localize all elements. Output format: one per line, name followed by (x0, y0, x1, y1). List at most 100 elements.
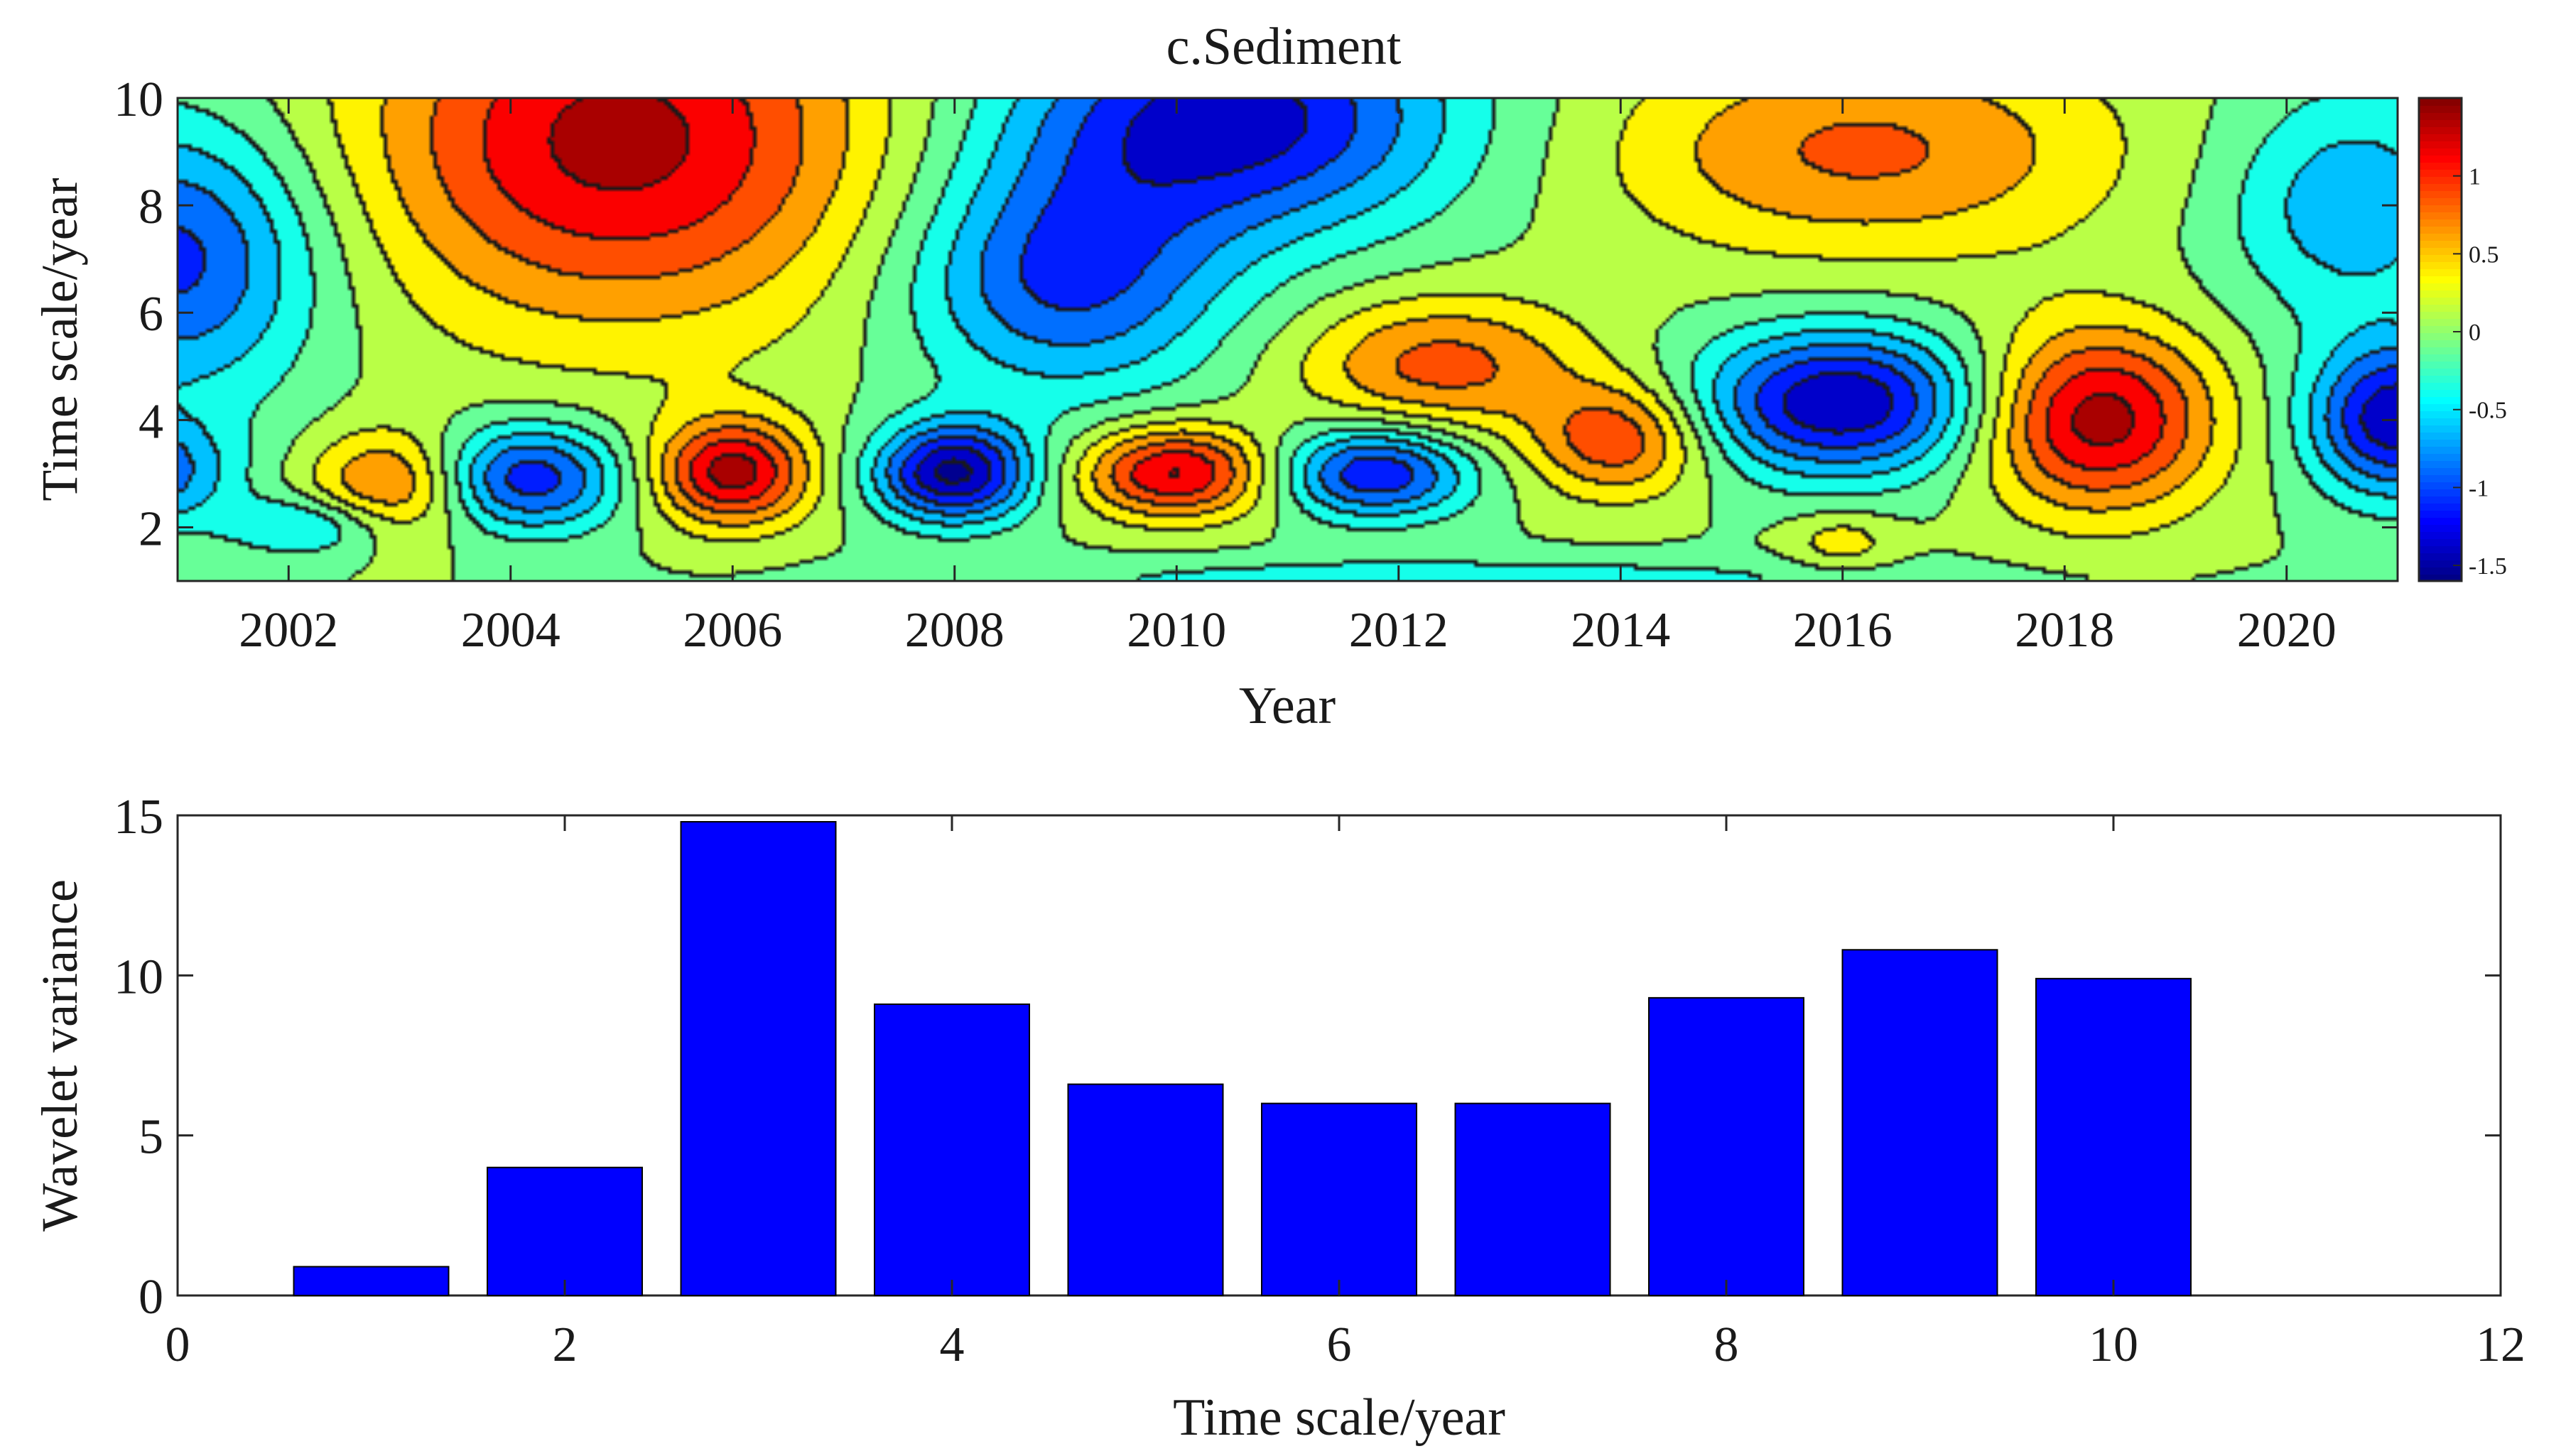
colorbar-tick-label: -1 (2469, 475, 2489, 501)
colorbar-swatch (2419, 517, 2462, 525)
colorbar-swatch (2419, 119, 2462, 127)
colorbar-ticks: 1 0.5 0 -0.5 -1 -1.5 (2453, 164, 2507, 580)
variance-x-axis: 0 2 4 6 8 10 12 (166, 815, 2525, 1372)
variance-x-tick-label: 6 (1327, 1318, 1352, 1372)
colorbar-swatch (2419, 382, 2462, 390)
contour-frame (176, 97, 2399, 582)
colorbar-swatch (2419, 347, 2462, 354)
colorbar-swatch (2419, 354, 2462, 362)
variance-x-tick-label: 8 (1714, 1318, 1739, 1372)
colorbar-swatch (2419, 332, 2462, 340)
colorbar-swatch (2419, 247, 2462, 255)
colorbar-swatch (2419, 155, 2462, 163)
contour-x-label: Year (1239, 677, 1336, 735)
colorbar-swatch (2419, 389, 2462, 397)
contour-x-tick-label: 2008 (905, 603, 1005, 658)
colorbar-gradient (2419, 98, 2462, 582)
colorbar-swatch (2419, 325, 2462, 333)
contour-x-tick-label: 2002 (239, 603, 338, 658)
variance-x-tick-label: 4 (940, 1318, 965, 1372)
colorbar-swatch (2419, 567, 2462, 575)
colorbar-swatch (2419, 446, 2462, 454)
colorbar-swatch (2419, 98, 2462, 106)
contour-x-tick-label: 2016 (1793, 603, 1893, 658)
contour-x-tick-label: 2012 (1349, 603, 1449, 658)
colorbar-swatch (2419, 538, 2462, 546)
colorbar-swatch (2419, 233, 2462, 241)
colorbar-swatch (2419, 510, 2462, 518)
colorbar-swatch (2419, 105, 2462, 113)
colorbar-swatch (2419, 297, 2462, 305)
colorbar-swatch (2419, 432, 2462, 440)
variance-x-label: Time scale/year (1173, 1389, 1505, 1447)
colorbar-swatch (2419, 304, 2462, 312)
variance-bar (1067, 1083, 1224, 1297)
colorbar-swatch (2419, 126, 2462, 134)
colorbar-swatch (2419, 411, 2462, 418)
variance-y-tick-label: 15 (114, 790, 163, 844)
colorbar: 1 0.5 0 -0.5 -1 -1.5 (2417, 97, 2507, 582)
colorbar-swatch (2419, 553, 2462, 560)
variance-bar (293, 1266, 450, 1296)
colorbar-swatch (2419, 439, 2462, 447)
contour-y-label: Time scale/year (31, 178, 88, 501)
colorbar-swatch (2419, 503, 2462, 511)
colorbar-swatch (2419, 425, 2462, 433)
variance-bar (487, 1166, 643, 1296)
contour-x-tick-label: 2010 (1127, 603, 1226, 658)
colorbar-swatch (2419, 205, 2462, 212)
colorbar-swatch (2419, 190, 2462, 198)
variance-bar (1261, 1102, 1417, 1296)
colorbar-swatch (2419, 268, 2462, 276)
contour-field (178, 98, 2398, 581)
variance-panel: 0 2 4 6 8 10 12 0 5 10 15 Time scale/year Wavelet… (31, 790, 2525, 1447)
variance-bar (680, 821, 837, 1296)
variance-x-tick-label: 2 (553, 1318, 578, 1372)
colorbar-swatch (2419, 560, 2462, 567)
contour-plot-area (176, 97, 2399, 582)
colorbar-swatch (2419, 368, 2462, 376)
variance-y-tick-label: 10 (114, 950, 163, 1004)
variance-y-label: Wavelet variance (31, 879, 88, 1232)
colorbar-swatch (2419, 290, 2462, 298)
colorbar-swatch (2419, 403, 2462, 411)
contour-x-tick-label: 2018 (2015, 603, 2114, 658)
colorbar-swatch (2419, 531, 2462, 539)
contour-y-tick-label: 8 (139, 180, 163, 234)
colorbar-swatch (2419, 496, 2462, 504)
colorbar-swatch (2419, 212, 2462, 219)
colorbar-tick-label: 0.5 (2469, 241, 2499, 268)
colorbar-swatch (2419, 467, 2462, 475)
colorbar-frame (2417, 97, 2463, 582)
colorbar-swatch (2419, 545, 2462, 553)
contour-y-tick-label: 6 (139, 287, 163, 342)
variance-x-tick-label: 10 (2089, 1318, 2138, 1372)
contour-title: c.Sediment (1166, 18, 1402, 76)
contour-y-tick-label: 2 (139, 501, 163, 556)
colorbar-swatch (2419, 339, 2462, 347)
colorbar-swatch (2419, 148, 2462, 156)
contour-x-tick-label: 2004 (461, 603, 561, 658)
colorbar-swatch (2419, 361, 2462, 369)
colorbar-swatch (2419, 183, 2462, 191)
colorbar-swatch (2419, 283, 2462, 290)
colorbar-swatch (2419, 460, 2462, 468)
colorbar-swatch (2419, 240, 2462, 248)
colorbar-swatch (2419, 396, 2462, 404)
contour-y-tick-label: 10 (114, 72, 163, 127)
colorbar-swatch (2419, 254, 2462, 262)
variance-bar (874, 1003, 1030, 1296)
colorbar-swatch (2419, 112, 2462, 120)
colorbar-tick-label: 1 (2469, 164, 2481, 190)
colorbar-swatch (2419, 318, 2462, 326)
colorbar-swatch (2419, 226, 2462, 234)
colorbar-swatch (2419, 524, 2462, 532)
colorbar-swatch (2419, 489, 2462, 496)
colorbar-swatch (2419, 482, 2462, 489)
variance-y-tick-label: 5 (139, 1110, 163, 1165)
variance-bar (2035, 977, 2192, 1296)
variance-bar (1454, 1102, 1611, 1296)
colorbar-swatch (2419, 276, 2462, 283)
contour-x-tick-label: 2006 (683, 603, 782, 658)
